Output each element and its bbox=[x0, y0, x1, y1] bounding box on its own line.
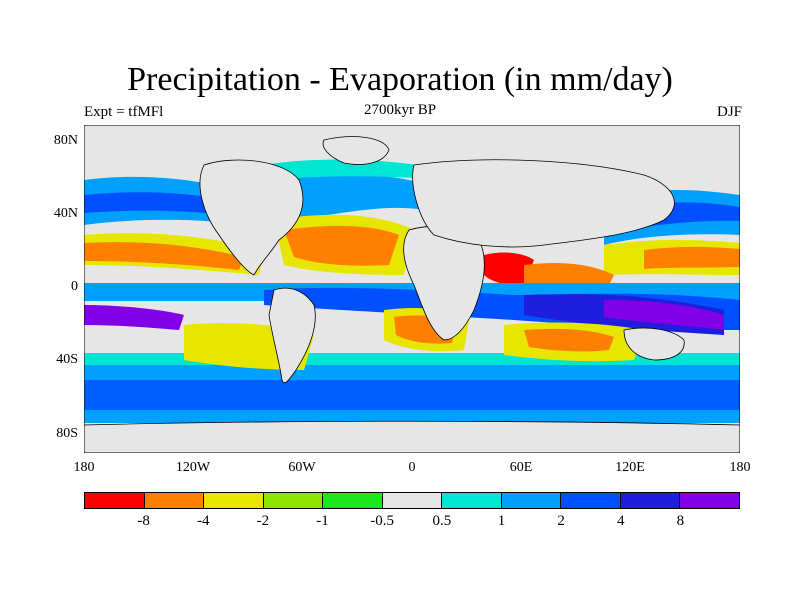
plot-subtitle: 2700kyr BP bbox=[363, 102, 437, 118]
colorbar-swatch bbox=[382, 493, 443, 508]
north-pacific-subtropics bbox=[84, 242, 244, 270]
colorbar-label: -8 bbox=[137, 513, 150, 529]
x-tick-0: 0 bbox=[408, 460, 416, 475]
y-tick-40s: 40S bbox=[56, 352, 78, 367]
colorbar-label: 0.5 bbox=[432, 513, 452, 529]
colorbar-swatch bbox=[561, 493, 621, 508]
antarctica-outline bbox=[84, 420, 740, 453]
precip-evap-map bbox=[84, 125, 740, 453]
colorbar bbox=[84, 492, 740, 509]
colorbar-label: -2 bbox=[256, 513, 270, 529]
colorbar-swatch bbox=[442, 493, 502, 508]
x-tick-60e: 60E bbox=[509, 460, 533, 475]
y-tick-80s: 80S bbox=[56, 426, 78, 441]
south-indian-dry bbox=[524, 328, 614, 352]
indo-pacific-max bbox=[604, 300, 724, 330]
southern-ocean-core bbox=[84, 380, 740, 410]
colorbar-swatch bbox=[144, 493, 205, 508]
colorbar-swatch bbox=[620, 493, 681, 508]
x-tick-180-left: 180 bbox=[73, 460, 95, 475]
arabian-sea-red bbox=[484, 252, 534, 286]
colorbar-label: -0.5 bbox=[370, 513, 395, 529]
experiment-label: Expt = tfMFl bbox=[84, 104, 164, 120]
season-label: DJF bbox=[716, 104, 742, 120]
australia-outline bbox=[623, 327, 685, 361]
colorbar-swatch bbox=[204, 493, 264, 508]
eurasia-outline bbox=[412, 159, 675, 248]
subpolar-atlantic bbox=[264, 159, 444, 180]
colorbar-label: 2 bbox=[557, 513, 565, 529]
x-tick-120e: 120E bbox=[615, 460, 645, 475]
colorbar-swatch bbox=[501, 493, 562, 508]
west-pacific-subtropics bbox=[644, 246, 740, 269]
x-tick-120w: 120W bbox=[175, 460, 211, 475]
colorbar-label: -1 bbox=[316, 513, 329, 529]
y-tick-40n: 40N bbox=[53, 206, 78, 221]
colorbar-swatch bbox=[680, 493, 740, 508]
greenland-outline bbox=[322, 136, 390, 165]
colorbar-swatch bbox=[263, 493, 324, 508]
colorbar-label: 1 bbox=[497, 513, 506, 529]
colorbar-label: 4 bbox=[616, 513, 625, 529]
y-tick-80n: 80N bbox=[53, 133, 78, 148]
map-panel bbox=[84, 125, 740, 453]
x-tick-60w: 60W bbox=[288, 460, 316, 475]
y-tick-0: 0 bbox=[71, 279, 78, 294]
colorbar-label: -4 bbox=[197, 513, 210, 529]
north-atlantic-storm-track bbox=[284, 174, 424, 220]
x-tick-180-right: 180 bbox=[729, 460, 751, 475]
colorbar-swatch bbox=[323, 493, 383, 508]
north-america-outline bbox=[199, 159, 304, 276]
plot-title: Precipitation - Evaporation (in mm/day) bbox=[127, 61, 673, 98]
south-pacific-convergence bbox=[84, 305, 184, 330]
colorbar-label: 8 bbox=[676, 513, 685, 529]
south-america-outline bbox=[268, 287, 316, 384]
north-pacific-core bbox=[84, 192, 284, 225]
colorbar-swatch bbox=[85, 493, 145, 508]
north-atlantic-subtropics bbox=[284, 225, 399, 266]
